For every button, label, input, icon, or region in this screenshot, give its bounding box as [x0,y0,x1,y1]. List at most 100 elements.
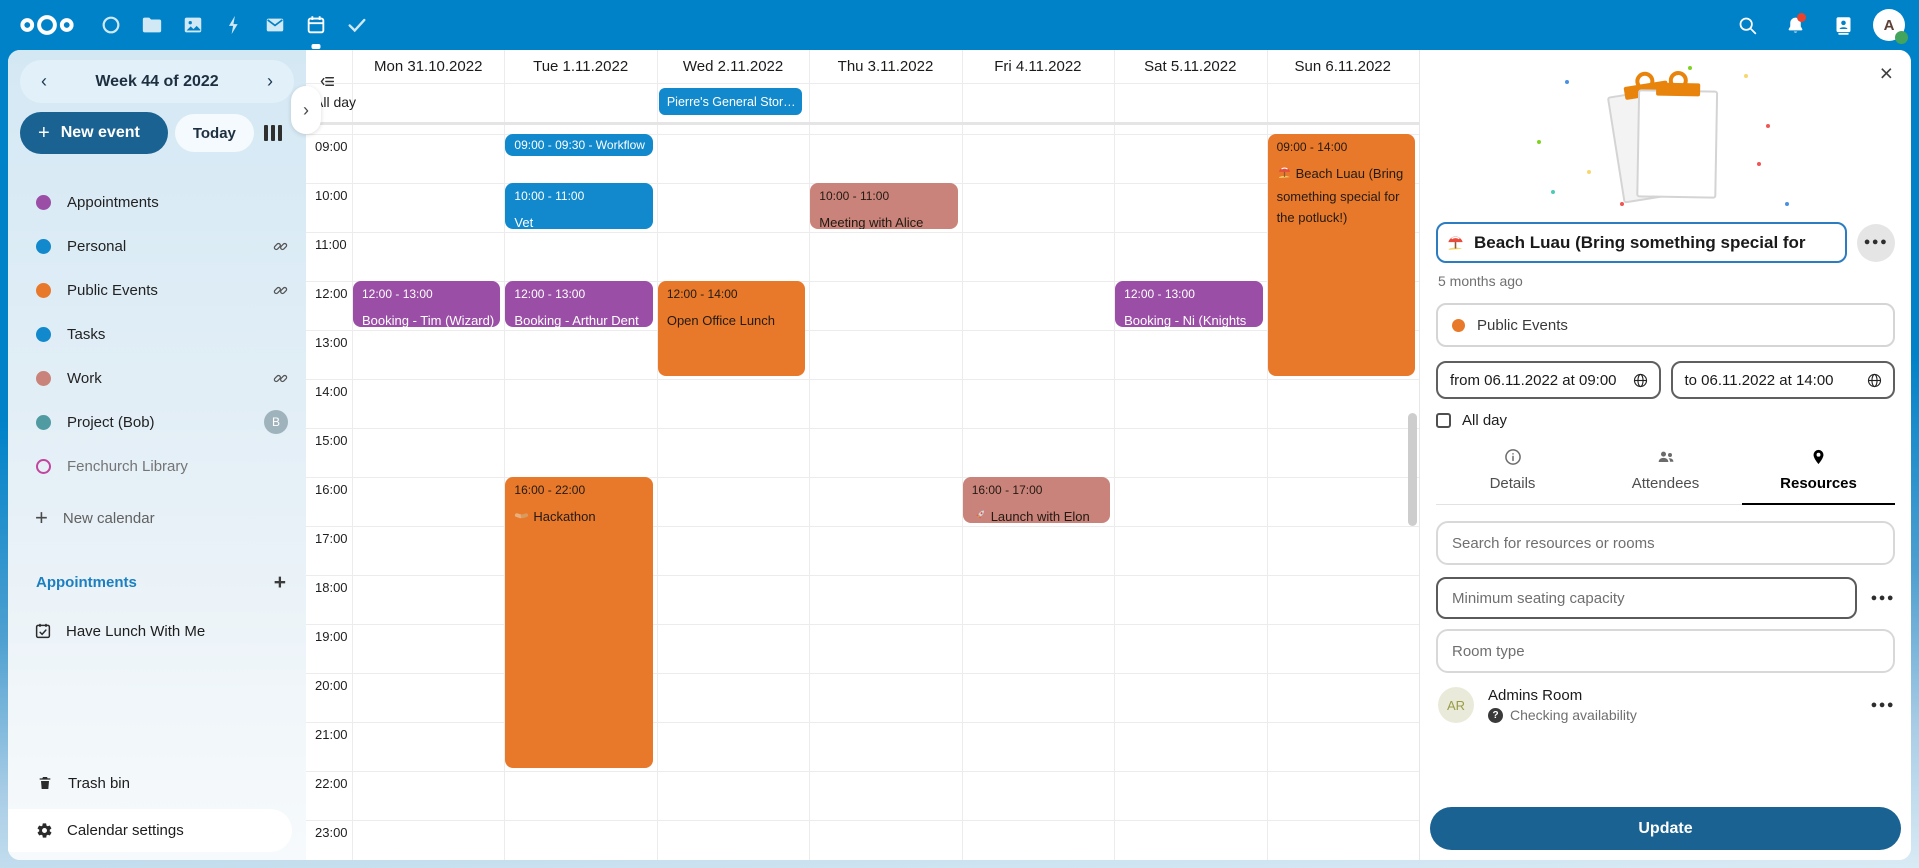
timezone-globe-icon[interactable] [1632,372,1649,389]
new-event-button[interactable]: + New event [20,112,168,154]
seating-capacity-input[interactable] [1436,577,1857,619]
close-icon[interactable]: × [1879,60,1893,86]
time-label: 16:00 [315,482,348,497]
calendar-event[interactable]: 12:00 - 13:00 Booking - Arthur Dent [505,281,653,327]
all-day-checkbox[interactable] [1436,413,1451,428]
files-app-icon[interactable] [131,0,172,50]
calendar-app-icon[interactable] [295,0,336,50]
event-title: Booking - Tim (Wizard) [362,313,495,327]
next-week-button[interactable]: › [267,71,273,91]
calendar-event[interactable]: 10:00 - 11:00 Vet [505,183,653,229]
calendar-grid[interactable]: 12:00 - 13:00 Booking - Tim (Wizard) 09:00… [306,125,1419,860]
user-avatar[interactable]: A [1873,9,1908,44]
event-title: Launch with Elon [972,507,1105,523]
calendar-picker[interactable]: Public Events [1436,303,1895,347]
calendar-event[interactable]: 09:00 - 09:30 - Workflow [505,134,653,156]
sidebar-item-appointments[interactable]: Appointments [8,180,306,224]
tab-resources[interactable]: Resources [1742,447,1895,505]
allday-event[interactable]: Pierre's General Stor… [658,88,803,115]
sidebar-toggle-button[interactable]: › [291,86,321,134]
start-datetime-picker[interactable]: from 06.11.2022 at 09:00 [1436,361,1661,399]
calendar-event[interactable]: 12:00 - 13:00 Booking - Tim (Wizard) [353,281,501,327]
sidebar-item-work[interactable]: Work [8,356,306,400]
previous-week-button[interactable]: ‹ [41,71,47,91]
selected-calendar-name: Public Events [1477,316,1568,334]
event-actions-menu-button[interactable]: ●●● [1857,223,1895,262]
sidebar-item-personal[interactable]: Personal [8,224,306,268]
event-title: Open Office Lunch [666,313,776,328]
room-type-input[interactable] [1436,629,1895,673]
mail-app-icon[interactable] [254,0,295,50]
time-label: 17:00 [315,531,348,546]
time-label: 09:00 [315,139,348,154]
appointments-section: Appointments + [36,572,286,593]
week-navigation: ‹ Week 44 of 2022 › [20,60,294,103]
sidebar-item-fenchurch-library[interactable]: Fenchurch Library [8,444,306,488]
sidebar-item-tasks[interactable]: Tasks [8,312,306,356]
grid-scrollbar-thumb[interactable] [1408,413,1417,526]
day-header[interactable]: Tue 1.11.2022 [533,58,629,75]
sidebar-item-project-bob[interactable]: Project (Bob) B [8,400,306,444]
search-icon[interactable] [1725,0,1769,50]
plus-icon: + [35,505,48,530]
calendar-event[interactable]: 10:00 - 11:00 Meeting with Alice [810,183,958,229]
end-datetime-picker[interactable]: to 06.11.2022 at 14:00 [1670,361,1895,399]
calendar-color-dot [36,238,51,254]
shared-link-icon [273,371,288,386]
tab-attendees[interactable]: Attendees [1589,447,1742,504]
dashboard-app-icon[interactable] [90,0,131,50]
day-header[interactable]: Thu 3.11.2022 [837,58,934,75]
photos-app-icon[interactable] [172,0,213,50]
update-button[interactable]: Update [1430,807,1901,850]
day-header[interactable]: Fri 4.11.2022 [994,58,1082,75]
seating-options-menu-button[interactable]: ●●● [1870,591,1895,604]
resource-row[interactable]: AR Admins Room ? Checking availability ●… [1436,687,1895,723]
calendar-event[interactable]: 12:00 - 13:00 Booking - Ni (Knights [1115,281,1263,327]
event-time: 12:00 - 13:00 [362,287,433,301]
settings-label: Calendar settings [67,822,184,839]
day-header[interactable]: Sun 6.11.2022 [1294,58,1391,75]
contacts-icon[interactable] [1821,0,1865,50]
nextcloud-logo[interactable] [16,12,78,38]
trash-bin-button[interactable]: Trash bin [8,761,306,805]
allday-events-layer: Pierre's General Stor… [352,84,1419,122]
timezone-globe-icon[interactable] [1866,372,1883,389]
all-day-toggle[interactable]: All day [1436,412,1895,429]
appointment-item-have-lunch-with-me[interactable]: Have Lunch With Me [8,609,306,653]
calendar-view: Mon 31.10.2022 Tue 1.11.2022 Wed 2.11.2022… [306,50,1419,860]
notifications-bell-icon[interactable] [1773,0,1817,50]
activity-app-icon[interactable] [213,0,254,50]
time-label: 23:00 [315,825,348,840]
tab-details[interactable]: Details [1436,447,1589,504]
calendar-event[interactable]: 16:00 - 22:00 Hackathon [505,477,653,768]
event-time: 12:00 - 13:00 [514,287,586,301]
question-mark-icon: ? [1488,707,1503,723]
sidebar-item-public-events[interactable]: Public Events [8,268,306,312]
event-time: 16:00 - 22:00 [514,483,586,497]
tasks-app-icon[interactable] [336,0,377,50]
new-calendar-button[interactable]: + New calendar [8,496,306,540]
event-title: Booking - Arthur Dent [514,313,639,327]
clipboard-illustration [1436,62,1895,218]
today-button[interactable]: Today [174,114,254,152]
calendar-event[interactable]: 09:00 - 14:00 Beach Luau (Bring something… [1267,134,1415,376]
resource-menu-button[interactable]: ●●● [1870,698,1895,711]
time-label: 11:00 [315,237,347,252]
calendar-name: Public Events [67,281,158,299]
time-label: 18:00 [315,580,348,595]
event-title: Hackathon [514,507,647,530]
calendar-event[interactable]: 16:00 - 17:00 Launch with Elon [962,477,1111,523]
event-title: Beach Luau (Bring something special for … [1276,166,1404,225]
collapse-all-day-icon[interactable] [320,74,335,94]
resource-search-input[interactable] [1436,521,1895,565]
calendar-settings-button[interactable]: Calendar settings [8,809,292,852]
week-view-switcher-icon[interactable] [263,125,282,141]
day-header[interactable]: Mon 31.10.2022 [374,58,483,75]
pin-icon [1810,447,1827,467]
calendar-event[interactable]: 12:00 - 14:00 Open Office Lunch [657,281,806,376]
day-header[interactable]: Wed 2.11.2022 [682,58,784,75]
event-title-input[interactable] [1436,222,1847,263]
add-appointment-icon[interactable]: + [273,571,286,594]
day-header[interactable]: Sat 5.11.2022 [1144,58,1237,75]
avatar-letter: A [1883,16,1895,34]
